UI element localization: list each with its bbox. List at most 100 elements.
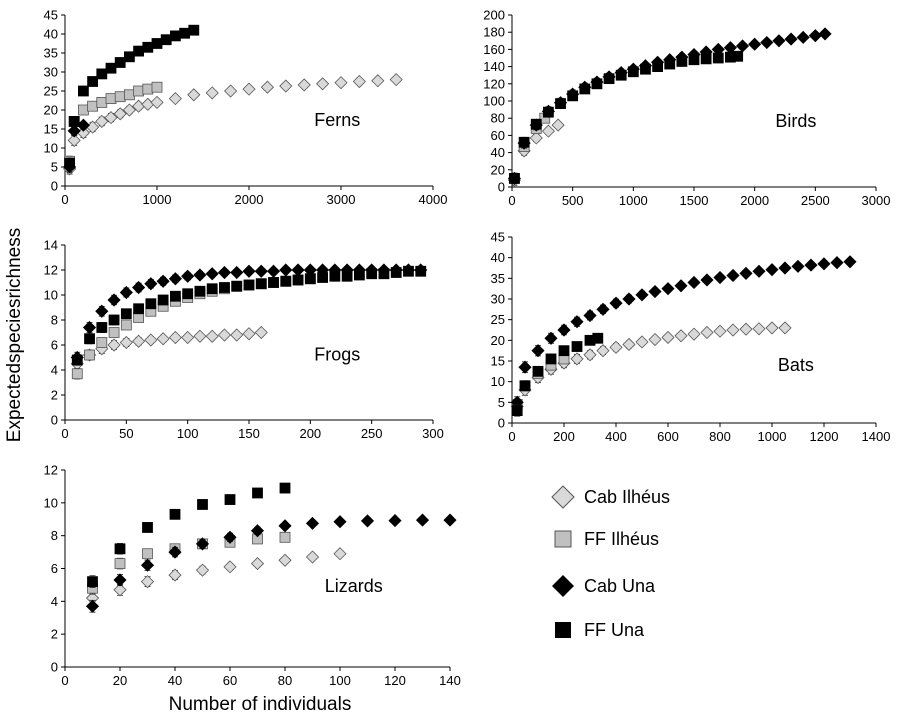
point-cab-ilheus [371, 74, 385, 88]
point-ff-una [509, 172, 520, 184]
point-cab-ilheus [622, 337, 636, 352]
point-ff-una [732, 50, 744, 62]
point-cab-una [830, 256, 844, 270]
point-ff-una [197, 499, 208, 510]
point-ff-una [224, 494, 236, 505]
y-tick-label: 35 [44, 46, 58, 61]
point-ff-una [579, 83, 591, 95]
point-cab-una [82, 320, 97, 335]
legend-label-cab-una: Cab Una [584, 576, 656, 596]
point-cab-ilheus [661, 330, 675, 345]
point-ff-una [700, 53, 712, 65]
legend-item-cab-una: Cab Una [552, 575, 656, 597]
point-ff-una [403, 265, 414, 277]
point-cab-ilheus [113, 583, 127, 597]
x-tick-label: 150 [238, 426, 260, 441]
point-cab-una [144, 277, 158, 291]
point-ff-una [688, 54, 700, 66]
point-cab-ilheus [107, 338, 121, 352]
point-cab-ilheus [389, 73, 403, 87]
point-cab-una [609, 296, 623, 310]
point-ff-una [652, 61, 663, 72]
point-cab-una [557, 323, 571, 337]
point-ff-una [567, 90, 579, 102]
y-tick-label: 45 [44, 8, 58, 23]
point-cab-una [305, 516, 320, 530]
point-cab-ilheus [648, 332, 662, 347]
x-tick-label: 500 [562, 193, 584, 208]
point-cab-ilheus [352, 74, 366, 89]
point-cab-ilheus [334, 76, 348, 90]
point-ff-una [366, 268, 378, 280]
x-tick-label: 1000 [619, 193, 648, 208]
point-cab-una [765, 263, 779, 277]
point-cab-ilheus [778, 321, 792, 335]
point-ff-ilheus [142, 83, 154, 95]
point-ff-una [64, 157, 75, 169]
x-tick-label: 250 [361, 426, 383, 441]
point-ff-ilheus [151, 81, 163, 93]
point-ff-una [68, 116, 80, 127]
y-tick-label: 10 [44, 495, 58, 510]
point-cab-ilheus [195, 563, 210, 577]
y-tick-label: 0 [51, 660, 58, 675]
point-cab-una [85, 599, 100, 613]
x-axis-label: Number of individuals [169, 694, 352, 715]
y-tick-label: 14 [44, 238, 58, 253]
point-cab-ilheus [217, 328, 232, 342]
y-tick-label: 160 [483, 42, 505, 57]
point-ff-una [219, 282, 230, 293]
x-tick-label: 140 [439, 673, 461, 688]
x-tick-label: 120 [384, 673, 406, 688]
point-cab-ilheus [205, 86, 219, 100]
x-tick-label: 3000 [862, 193, 891, 208]
point-cab-ilheus [141, 97, 155, 111]
x-tick-label: 2000 [235, 192, 264, 207]
point-cab-una [95, 304, 109, 318]
legend-item-ff-una: FF Una [555, 620, 645, 640]
x-tick-label: 1500 [680, 193, 709, 208]
point-cab-una [843, 255, 857, 269]
point-cab-una [674, 279, 688, 293]
point-cab-ilheus [305, 550, 320, 564]
point-ff-una [627, 66, 639, 78]
y-tick-label: 4 [51, 363, 58, 378]
y-tick-label: 12 [44, 463, 58, 478]
point-ff-ilheus [87, 100, 98, 112]
point-ff-una [194, 285, 206, 297]
y-tick-label: 6 [51, 561, 58, 576]
point-cab-una [531, 344, 545, 358]
point-cab-una [168, 272, 182, 286]
y-tick-label: 30 [44, 65, 58, 80]
point-cab-una [242, 264, 256, 278]
panel-label-bats: Bats [778, 355, 814, 375]
point-ff-una [87, 76, 98, 87]
point-ff-una [280, 275, 292, 287]
point-ff-una [169, 30, 181, 42]
point-cab-ilheus [674, 329, 688, 343]
point-ff-una [518, 136, 530, 148]
point-cab-una [739, 266, 753, 280]
point-cab-ilheus [297, 78, 311, 92]
point-cab-ilheus [95, 114, 109, 128]
legend: Cab Ilhéus FF Ilhéus Cab Una FF Una [551, 485, 670, 640]
x-tick-label: 40 [168, 673, 182, 688]
point-ff-una [268, 277, 279, 288]
point-cab-ilheus [726, 323, 740, 337]
y-tick-label: 30 [491, 292, 505, 307]
y-tick-label: 10 [44, 288, 58, 303]
point-ff-una [615, 69, 627, 81]
point-cab-una [223, 530, 237, 544]
point-cab-ilheus [752, 322, 766, 336]
y-axis-label: Expectedspeciesrichness [4, 228, 25, 442]
point-cab-una [752, 264, 766, 278]
x-tick-label: 2000 [740, 193, 769, 208]
point-ff-una [124, 51, 135, 63]
point-cab-ilheus [635, 335, 649, 349]
point-cab-una [217, 265, 232, 280]
y-tick-label: 45 [491, 230, 505, 245]
legend-marker-cab-ilheus [551, 485, 575, 509]
point-cab-una [119, 285, 133, 300]
point-cab-ilheus [609, 340, 623, 354]
x-tick-label: 1200 [810, 429, 839, 444]
